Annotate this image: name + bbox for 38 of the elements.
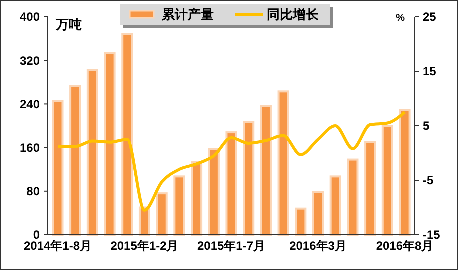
y2-tick-label: 15 [423,64,437,79]
bar [122,33,134,236]
bar [52,100,64,236]
legend-label: 同比增长 [267,7,320,22]
bar [312,191,324,236]
y-axis-title: 万吨 [55,17,82,32]
y2-axis-title: % [396,13,406,24]
bar [330,176,342,236]
y-tick-label: 320 [20,54,40,68]
x-tick-label: 2015年1-7月 [197,239,266,253]
bar [191,162,203,236]
y2-tick-label: 25 [423,10,437,24]
bar [278,90,290,236]
bar [70,85,82,236]
x-tick-label: 2016年3月 [290,239,347,253]
x-tick-label: 2016年8月 [376,239,434,253]
line-series [56,110,407,212]
y-tick-label: 80 [26,184,40,199]
bar [364,141,376,236]
bar [295,208,307,236]
bar [208,148,220,236]
bar [104,52,116,236]
y2-tick-label: -5 [423,174,434,188]
bar [174,176,186,236]
x-tick-label: 2015年1-2月 [110,239,179,253]
bar [226,132,238,236]
bar [243,121,255,236]
bar [399,109,411,236]
bar [347,158,359,236]
bar [382,125,394,236]
y-tick-label: 160 [20,141,40,155]
bar [260,105,272,236]
bar [156,192,168,236]
y2-tick-label: 5 [423,119,430,134]
y-tick-label: 400 [20,10,40,24]
y-tick-label: 240 [20,97,40,112]
legend-label: 累计产量 [161,7,214,22]
bar [86,69,98,236]
